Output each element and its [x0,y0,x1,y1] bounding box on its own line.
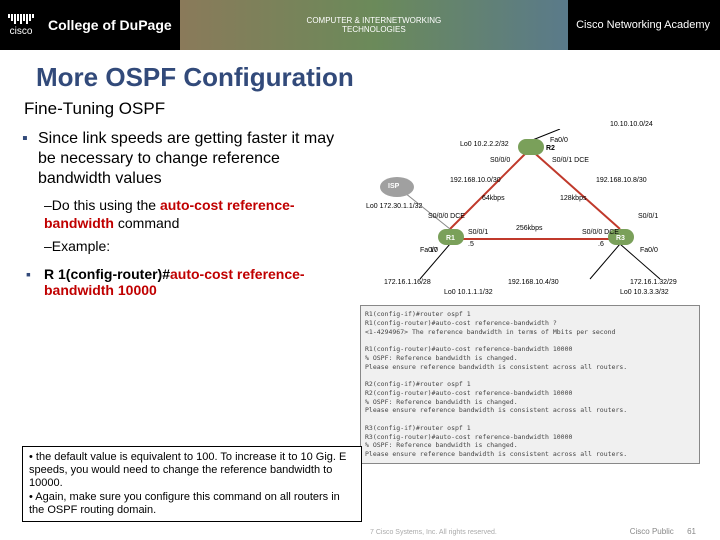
cli-l7: R2(config-if)#router ospf 1 [365,380,695,389]
lbl-r2fa: Fa0/0 [550,137,568,144]
lbl-r3: R3 [616,235,625,242]
lbl-r1s0: S0/0/0 DCE [428,213,465,220]
cli-l5b: % OSPF: Reference bandwidth is changed. [365,398,695,407]
academy-text: Cisco Networking Academy [576,19,720,31]
cli-l6b: Please ensure reference bandwidth is con… [365,406,695,415]
footer-public: Cisco Public [630,527,674,536]
lbl-bwl: 64kbps [482,195,505,202]
cisco-text: cisco [10,26,33,37]
footer-right: Cisco Public 61 [630,527,696,536]
lbl-topnet: 10.10.10.0/24 [610,121,653,128]
lbl-r2s1: S0/0/1 DCE [552,157,589,164]
lbl-d6: .6 [598,241,604,248]
sub-bullet-1: –Do this using the auto-cost reference-b… [20,197,350,232]
lbl-d17: 17 [430,247,438,254]
lbl-r1: R1 [446,235,455,242]
cli-l10: R3(config-router)#auto-cost reference-ba… [365,433,695,442]
lbl-isp: ISP [388,183,399,190]
lbl-r1s1: S0/0/1 [468,229,488,236]
footer-copyright: 7 Cisco Systems, Inc. All rights reserve… [370,529,497,536]
lbl-r3lo: Lo0 10.3.3.3/32 [620,289,669,296]
lbl-netr: 192.168.10.8/30 [596,177,647,184]
lbl-netl: 192.168.10.0/30 [450,177,501,184]
lbl-r2lo: Lo0 10.2.2.2/32 [460,141,509,148]
lbl-lan1: 172.16.1.16/28 [384,279,431,286]
header-bar: cisco College of DuPage COMPUTER & INTER… [0,0,720,50]
main-bullet: Since link speeds are getting faster it … [20,129,350,189]
content-row: Since link speeds are getting faster it … [0,129,720,464]
sub1-prefix: –Do this using the [44,197,160,213]
cli-l4: R1(config-router)#auto-cost reference-ba… [365,345,695,354]
sub-bullet-2: –Example: [20,238,350,256]
left-column: Since link speeds are getting faster it … [20,129,350,464]
lbl-bwm: 256kbps [516,225,542,232]
page-title: More OSPF Configuration [0,50,720,99]
cmd-prefix: R 1(config-router)# [44,266,170,282]
page-number: 61 [687,527,696,536]
lbl-lan3: 172.16.1.32/29 [630,279,677,286]
college-name: College of DuPage [48,17,172,33]
banner-image: COMPUTER & INTERNETWORKING TECHNOLOGIES [180,0,568,50]
router-r2-icon [518,139,544,155]
sub1-suffix: command [114,215,179,231]
lbl-fa3: Fa0/0 [640,247,658,254]
cli-l6: Please ensure reference bandwidth is con… [365,363,695,372]
cli-l1: R1(config-if)#router ospf 1 [365,310,695,319]
lbl-r1lo: Lo0 10.1.1.1/32 [444,289,493,296]
lbl-lan2: 192.168.10.4/30 [508,279,559,286]
note-box: • the default value is equivalent to 100… [22,446,362,522]
cli-l3: <1-4294967> The reference bandwidth in t… [365,328,695,337]
note-l2: • Again, make sure you configure this co… [29,491,355,517]
network-diagram: 10.10.10.0/24 Lo0 10.2.2.2/32 Fa0/0 S0/0… [360,129,700,299]
cli-l9: R3(config-if)#router ospf 1 [365,424,695,433]
lbl-d5: .5 [468,241,474,248]
lbl-r2s0: S0/0/0 [490,157,510,164]
lbl-r1lo1: Lo0 172.30.1.1/32 [366,203,422,210]
example-command: R 1(config-router)#auto-cost reference-b… [20,266,350,298]
lbl-r2: R2 [546,145,555,152]
cli-l5: % OSPF: Reference bandwidth is changed. [365,354,695,363]
lbl-bwr: 128kbps [560,195,586,202]
cisco-logo: cisco [0,14,42,37]
banner-text: COMPUTER & INTERNETWORKING TECHNOLOGIES [277,16,471,34]
cli-l8: R2(config-router)#auto-cost reference-ba… [365,389,695,398]
note-l1: • the default value is equivalent to 100… [29,451,355,491]
cli-l11: % OSPF: Reference bandwidth is changed. [365,441,695,450]
lbl-r3s0: S0/0/0 DCE [582,229,619,236]
cisco-bars-icon [8,14,34,24]
right-column: 10.10.10.0/24 Lo0 10.2.2.2/32 Fa0/0 S0/0… [360,129,700,464]
lbl-r3s1: S0/0/1 [638,213,658,220]
cli-l12: Please ensure reference bandwidth is con… [365,450,695,459]
cli-output: R1(config-if)#router ospf 1 R1(config-ro… [360,305,700,464]
cli-l2: R1(config-router)#auto-cost reference-ba… [365,319,695,328]
